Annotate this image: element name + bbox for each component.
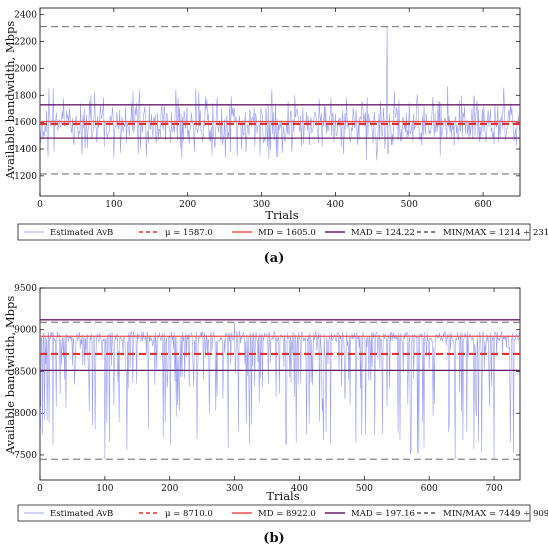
panel-b-xtick-label: 100	[96, 484, 113, 494]
panel-b-ytick-label: 7500	[14, 451, 37, 461]
panel-b-plot-frame	[39, 287, 521, 481]
panel-a-ytick-label: 1600	[14, 118, 37, 128]
panel-b-legend-label: μ = 8710.0	[165, 509, 213, 519]
panel-b-legend-box	[17, 504, 531, 522]
panel-b-legend-label: MD = 8922.0	[258, 509, 316, 519]
panel-b-ytick-label: 9000	[14, 326, 37, 336]
panel-a-ytick-label: 2400	[14, 11, 37, 21]
panel-a-xtick-label: 500	[401, 200, 418, 210]
panel-b-xtick-label: 300	[226, 484, 243, 494]
panel-b-ylabel: Available bandwidth, Mbps	[3, 296, 17, 456]
panel-a: Available bandwidth, Mbps Trials (a) 0 10…	[3, 7, 548, 266]
panel-b-ytick-label: 8500	[14, 367, 37, 377]
panel-b-ytick-label: 8000	[14, 409, 37, 419]
panel-b-legend-label: MAD = 197.16	[351, 509, 415, 519]
panel-a-xtick-label: 400	[327, 200, 344, 210]
panel-a-ytick-label: 2200	[14, 38, 37, 48]
panel-b-xtick-label: 700	[485, 484, 502, 494]
panel-a-ytick-label: 1200	[14, 172, 37, 182]
panel-b-xtick-label: 600	[421, 484, 438, 494]
panel-b-xlabel: Trials	[266, 489, 299, 503]
panel-a-ylabel: Available bandwidth, Mbps	[3, 21, 17, 181]
panel-b-xtick-label: 0	[37, 484, 43, 494]
panel-a-ytick-label: 1400	[14, 145, 37, 155]
panel-b-caption: (b)	[263, 531, 284, 546]
panel-a-ytick-label: 1800	[14, 91, 37, 101]
panel-a-xtick-label: 100	[105, 200, 122, 210]
panel-a-legend-label: MD = 1605.0	[258, 228, 316, 238]
panel-b-xtick-label: 500	[356, 484, 373, 494]
panel-b-xtick-label: 400	[291, 484, 308, 494]
panel-a-legend-label: MIN/MAX = 1214 ÷ 2311	[443, 228, 548, 238]
panel-b-series-estimated-avb	[40, 322, 520, 460]
panel-b: Available bandwidth, Mbps Trials (b) 0 10…	[3, 284, 548, 546]
panel-a-xtick-label: 600	[474, 200, 491, 210]
panel-a-ytick-label: 2000	[14, 64, 37, 74]
panel-b-legend-label: Estimated AvB	[50, 509, 113, 519]
panel-a-xtick-label: 0	[37, 200, 43, 210]
panel-a-legend-label: MAD = 124.22	[351, 228, 415, 238]
panel-a-plot-frame	[39, 7, 521, 197]
panel-b-legend-label: MIN/MAX = 7449 ÷ 9091	[443, 509, 548, 519]
panel-b-xtick-label: 200	[161, 484, 178, 494]
panel-a-xtick-label: 200	[179, 200, 196, 210]
panel-a-xlabel: Trials	[265, 208, 298, 222]
panel-b-ytick-label: 9500	[14, 284, 37, 294]
panel-a-legend-box	[17, 223, 531, 241]
panel-a-legend-label: μ = 1587.0	[165, 228, 213, 238]
panel-a-xtick-label: 300	[253, 200, 270, 210]
panel-a-caption: (a)	[264, 251, 285, 266]
panel-a-legend-label: Estimated AvB	[50, 228, 113, 238]
